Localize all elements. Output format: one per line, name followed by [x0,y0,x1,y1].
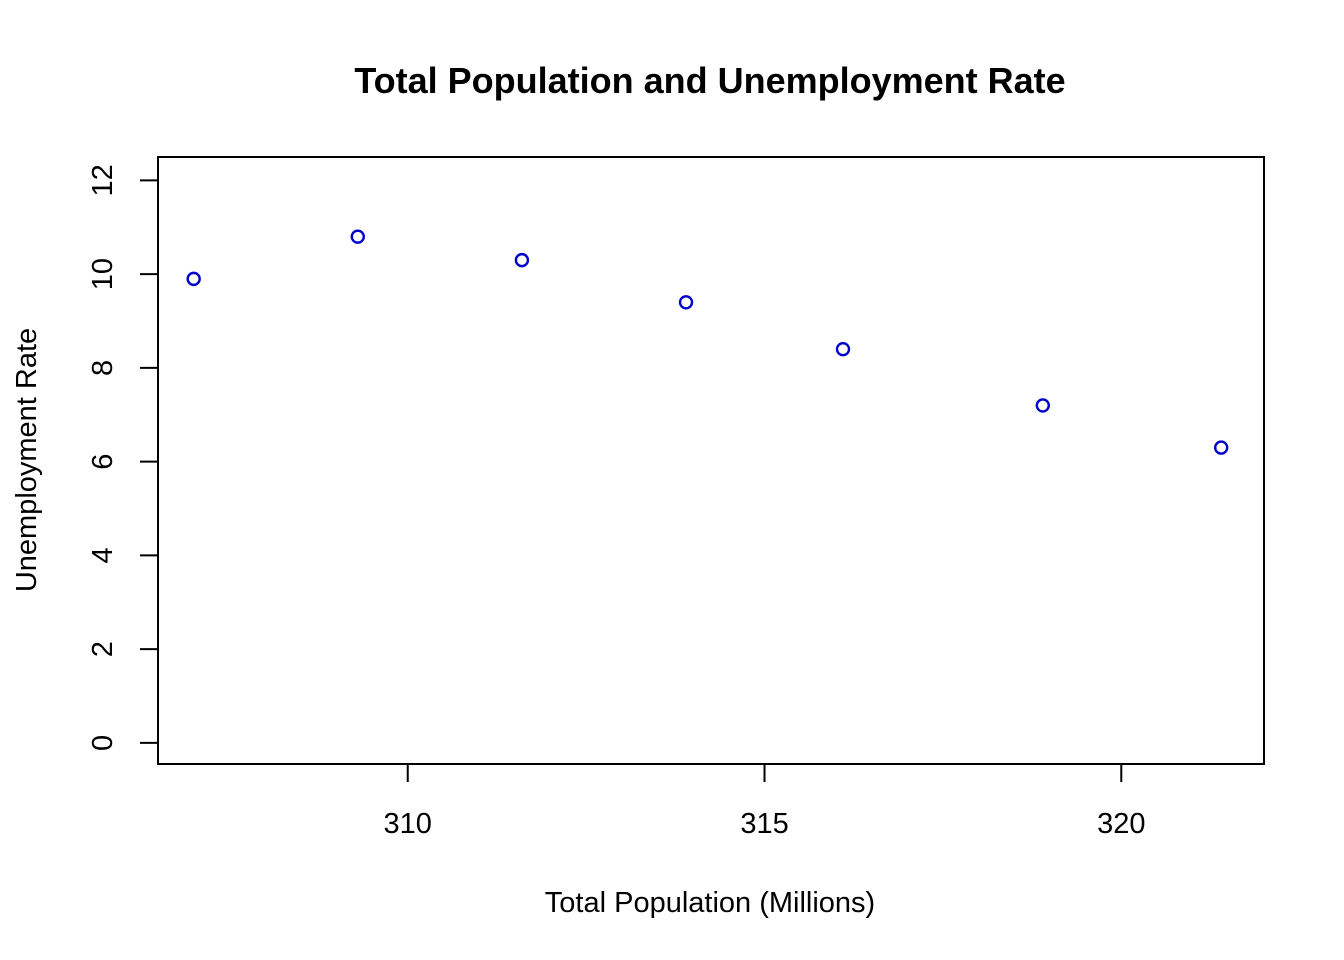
data-point [678,295,694,310]
x-axis: 310 315 320 [384,764,1145,840]
plot-frame [157,156,1265,765]
y-tick-label: 6 [87,454,119,470]
data-point [1035,398,1051,413]
y-tick-label: 2 [87,641,119,657]
y-tick-label: 12 [87,164,119,196]
data-point [835,341,851,357]
data-point [350,229,365,244]
x-tick-label: 310 [384,808,432,840]
x-tick-label: 315 [740,808,788,840]
data-point [186,271,201,287]
y-tick-label: 4 [87,547,119,563]
y-axis: 0 2 4 6 8 10 12 [87,164,158,751]
data-point [1213,440,1229,455]
y-tick-label: 0 [87,735,119,751]
y-axis-label: Unemployment Rate [11,328,43,592]
x-axis-label: Total Population (Millions) [545,887,875,919]
data-points [186,229,1229,455]
y-tick-label: 10 [87,258,119,290]
chart-title: Total Population and Unemployment Rate [354,60,1065,101]
x-tick-label: 320 [1097,808,1145,840]
y-tick-label: 8 [87,360,119,376]
data-point [514,252,530,268]
